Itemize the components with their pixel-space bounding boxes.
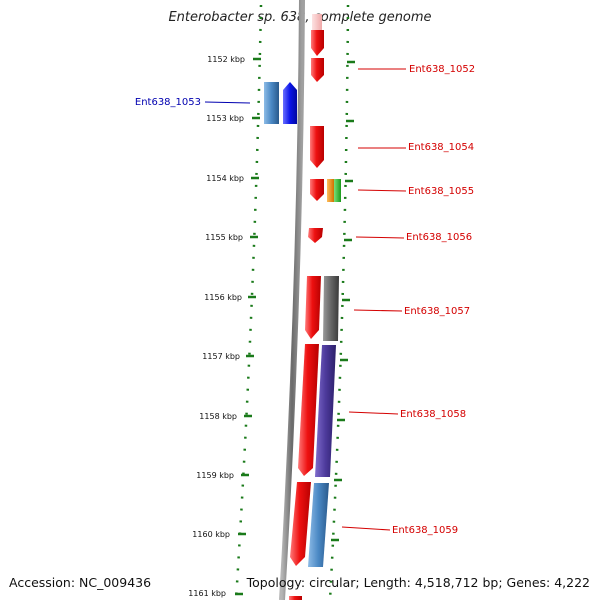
- scale-label: 1158 kbp: [199, 412, 237, 421]
- gene-1053-arrow[interactable]: [283, 82, 297, 124]
- topology-text: Topology: circular; Length: 4,518,712 bp…: [246, 575, 590, 590]
- gene-1057-block[interactable]: [323, 276, 339, 341]
- cds-arrow[interactable]: [311, 30, 324, 56]
- cds-arrow[interactable]: [310, 126, 324, 168]
- scale-label: 1155 kbp: [205, 233, 243, 242]
- cds-arrow[interactable]: [311, 58, 324, 82]
- scale-label: 1159 kbp: [196, 471, 234, 480]
- cds-arrow[interactable]: [289, 596, 302, 600]
- gene-1058-block[interactable]: [315, 345, 336, 477]
- gene-1055-green[interactable]: [334, 179, 341, 202]
- gene-labels: Ent638_1052 Ent638_1053 Ent638_1054 Ent6…: [135, 64, 475, 536]
- gene-label-ent638-1052[interactable]: Ent638_1052: [409, 64, 475, 75]
- gene-1055-orange[interactable]: [327, 179, 334, 202]
- scale-label: 1156 kbp: [204, 293, 242, 302]
- scale-labels: 1152 kbp 1153 kbp 1154 kbp 1155 kbp 1156…: [188, 55, 245, 598]
- gene-label-ent638-1059[interactable]: Ent638_1059: [392, 525, 458, 536]
- scale-label: 1153 kbp: [206, 114, 244, 123]
- accession-text: Accession: NC_009436: [9, 575, 152, 590]
- gene-label-ent638-1057[interactable]: Ent638_1057: [404, 306, 470, 317]
- cds-arrow[interactable]: [310, 179, 324, 201]
- scale-label: 1161 kbp: [188, 589, 226, 598]
- scale-label: 1157 kbp: [202, 352, 240, 361]
- cds-arrow[interactable]: [305, 276, 321, 339]
- gene-label-ent638-1054[interactable]: Ent638_1054: [408, 142, 474, 153]
- left-scale-ring: [234, 4, 263, 600]
- gene-label-ent638-1053[interactable]: Ent638_1053: [135, 97, 201, 108]
- outer-strand-features: [264, 82, 341, 567]
- cds-arrow[interactable]: [298, 344, 319, 476]
- gene-label-ent638-1056[interactable]: Ent638_1056: [406, 232, 472, 243]
- scale-label: 1160 kbp: [192, 530, 230, 539]
- scale-label: 1152 kbp: [207, 55, 245, 64]
- gene-1059-block[interactable]: [308, 483, 329, 567]
- gene-label-ent638-1055[interactable]: Ent638_1055: [408, 186, 474, 197]
- gene-label-ent638-1058[interactable]: Ent638_1058: [400, 409, 466, 420]
- cds-arrow[interactable]: [308, 228, 323, 243]
- cds-arrow[interactable]: [290, 482, 311, 566]
- label-connectors: [204, 68, 407, 531]
- cds-arrow[interactable]: [312, 14, 322, 30]
- scale-label: 1154 kbp: [206, 174, 244, 183]
- gene-1053-block[interactable]: [264, 82, 279, 124]
- genome-backbone: [279, 0, 305, 600]
- forward-strand-features: [289, 14, 324, 600]
- left-major-ticks: [235, 57, 261, 596]
- right-major-ticks: [331, 60, 355, 542]
